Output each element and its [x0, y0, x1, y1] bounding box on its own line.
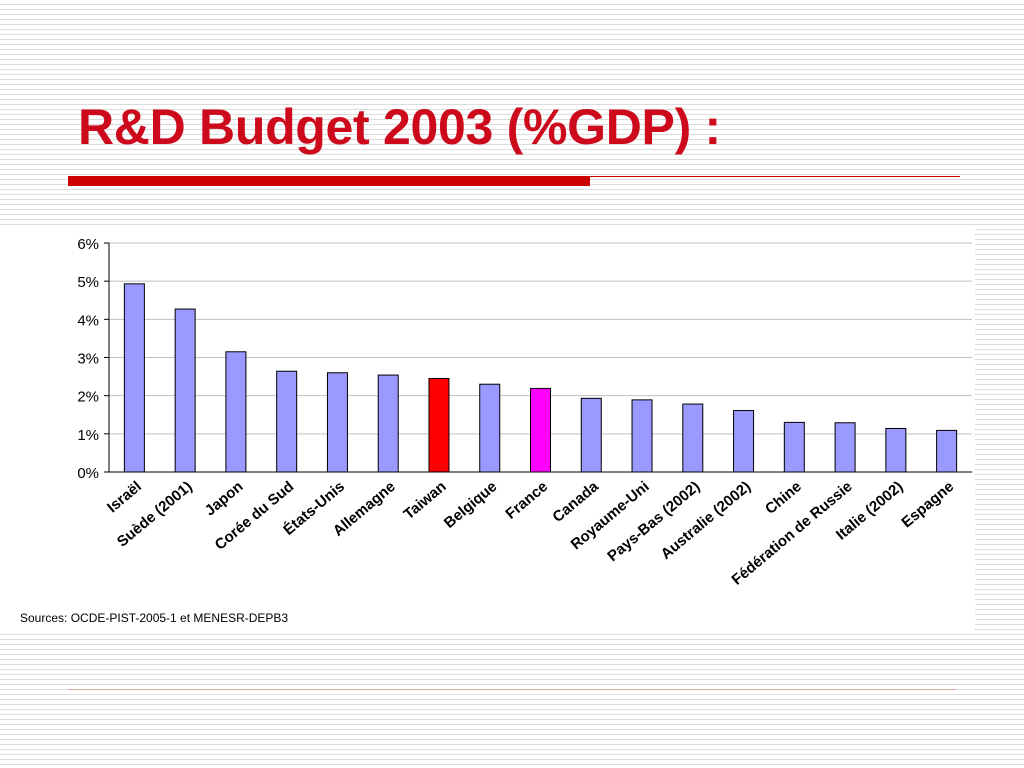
- bar: [733, 410, 755, 473]
- bar: [377, 374, 399, 473]
- bar: [580, 397, 602, 473]
- x-tick-label: Espagne: [898, 478, 957, 531]
- bar: [631, 399, 653, 473]
- source-note: Sources: OCDE-PIST-2005-1 et MENESR-DEPB…: [20, 611, 289, 625]
- x-tick-label: Israël: [104, 478, 145, 516]
- y-tick-label: 0%: [77, 465, 99, 482]
- bar: [783, 421, 805, 473]
- bar: [530, 387, 551, 473]
- bar: [225, 351, 247, 473]
- x-tick-label: Japon: [202, 478, 247, 519]
- y-tick-label: 5%: [77, 274, 99, 291]
- bar: [936, 429, 958, 473]
- chart-panel: 0% 1% 2% 3% 4% 5% 6% Israël Suède (2001) Japon Cor…: [0, 226, 975, 632]
- title-underline-thin: [590, 176, 960, 177]
- bar: [479, 383, 501, 473]
- x-tick-label: Belgique: [441, 478, 500, 532]
- x-tick-label: Taiwan: [401, 478, 450, 523]
- title-underline-thick: [68, 176, 590, 186]
- y-tick-label: 3%: [77, 351, 99, 368]
- bar: [834, 422, 856, 473]
- footer-rule: [68, 689, 956, 690]
- x-tick-label: Australie (2002): [658, 478, 755, 563]
- bar: [123, 283, 145, 473]
- bar: [885, 427, 907, 473]
- bar: [682, 403, 704, 473]
- x-tick-label: France: [502, 478, 551, 523]
- bar: [276, 370, 298, 473]
- y-tick-label: 6%: [77, 236, 99, 253]
- slide-title: R&D Budget 2003 (%GDP) :: [78, 99, 721, 155]
- bar: [174, 308, 196, 473]
- x-tick-label: Chine: [762, 478, 805, 518]
- x-tick-label: Pays-Bas (2002): [604, 478, 703, 565]
- y-tick-label: 2%: [77, 389, 99, 406]
- bar: [326, 372, 348, 473]
- y-tick-label: 1%: [77, 427, 99, 444]
- y-tick-label: 4%: [77, 312, 99, 329]
- bar: [428, 377, 450, 473]
